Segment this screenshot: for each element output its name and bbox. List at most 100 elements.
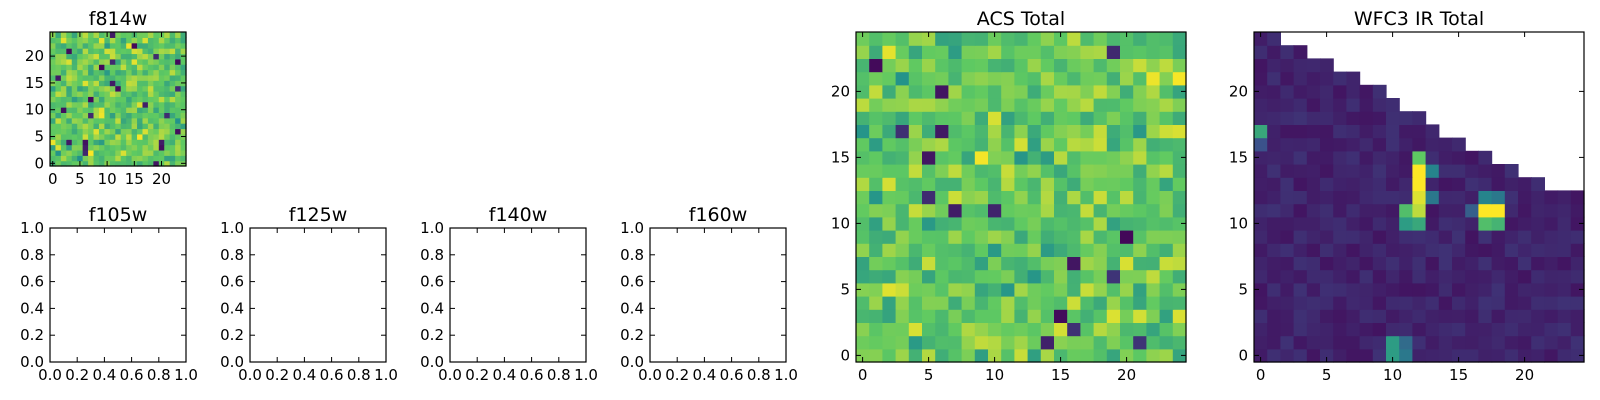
wfc3-ir-total-cell (1518, 256, 1532, 271)
f814w-cell (175, 42, 182, 49)
f814w-cell (137, 90, 144, 97)
f814w-cell (126, 117, 133, 124)
acs-total-cell (988, 71, 1002, 86)
wfc3-ir-total-cell (1359, 84, 1374, 99)
acs-total-cell (1080, 230, 1095, 244)
acs-total-cell (974, 348, 989, 363)
acs-total-cell (1120, 296, 1134, 310)
acs-total-cell (961, 32, 976, 46)
wfc3-ir-total-cell (1531, 203, 1545, 218)
f814w-cell (115, 64, 122, 71)
acs-total-cell (1106, 137, 1121, 152)
acs-total-cell (1172, 216, 1187, 231)
wfc3-ir-total-cell (1280, 216, 1295, 231)
f814w-cell (131, 123, 138, 130)
wfc3-ir-total-cell (1359, 216, 1374, 231)
acs-total-cell (1014, 84, 1029, 99)
wfc3-ir-total-cell (1518, 269, 1532, 284)
acs-total-cell (1040, 190, 1055, 205)
acs-total-cell (1040, 216, 1055, 231)
acs-total-cell (1133, 269, 1147, 284)
f814w-cell (88, 48, 95, 55)
wfc3-ir-total-cell (1518, 216, 1532, 231)
f814w-cell (126, 85, 133, 92)
f814w-cell (82, 123, 89, 130)
f814w-cell (164, 155, 171, 162)
acs-total-cell (1146, 243, 1161, 257)
wfc3-ir-total-cell (1267, 203, 1281, 218)
acs-total-cell (1133, 216, 1147, 231)
wfc3-ir-total-cell (1491, 269, 1506, 284)
f814w-cell (66, 101, 73, 108)
acs-total-cell (1120, 71, 1134, 86)
f814w-cell (88, 101, 95, 108)
wfc3-ir-total-cell (1504, 216, 1519, 231)
f814w-cell (77, 64, 84, 71)
acs-total-cell (988, 256, 1002, 271)
f814w-cell (88, 69, 95, 76)
wfc3-ir-total-cell (1293, 71, 1308, 86)
acs-total-cell (961, 111, 976, 125)
f814w-cell (98, 48, 105, 55)
wfc3-ir-total-cell (1491, 190, 1506, 205)
acs-total-cell (1054, 296, 1068, 310)
acs-total-cell (1093, 84, 1108, 99)
f814w-cell (120, 37, 127, 44)
acs-total-cell (1106, 269, 1121, 284)
acs-total-cell (1027, 45, 1042, 59)
f814w-cell (50, 42, 57, 49)
f160w-xtick-label: 0.8 (747, 366, 771, 384)
wfc3-ir-total-cell (1425, 243, 1440, 257)
f105w-ytick-label: 0.8 (20, 246, 44, 264)
f814w-cell (164, 42, 171, 49)
f814w-cell (126, 112, 133, 119)
wfc3-ir-total-cell (1491, 335, 1506, 350)
wfc3-ir-total-cell (1412, 190, 1427, 205)
f814w-cell (109, 85, 116, 92)
wfc3-ir-total-cell (1531, 243, 1545, 257)
f814w-cell (115, 101, 122, 108)
acs-total-cell (1067, 137, 1081, 152)
f814w-cell (153, 107, 160, 113)
f814w-xtick-label: 15 (125, 170, 144, 188)
acs-total-cell (1172, 309, 1187, 323)
wfc3-ir-total-cell (1531, 348, 1545, 363)
f814w-cell (104, 85, 111, 92)
f814w-cell (169, 149, 176, 156)
f814w-cell (104, 69, 111, 76)
acs-total-cell (1001, 243, 1015, 257)
f814w-cell (147, 53, 154, 60)
wfc3-ir-total-cell (1478, 164, 1493, 178)
wfc3-ir-total-cell (1386, 216, 1400, 231)
acs-total-cell (974, 164, 989, 178)
acs-total-cell (922, 58, 936, 73)
f814w-cell (77, 101, 84, 108)
wfc3-ir-total-cell (1518, 190, 1532, 205)
acs-total-cell (922, 230, 936, 244)
acs-total-cell (1093, 322, 1108, 337)
wfc3-ir-total-cell (1280, 98, 1295, 112)
acs-total-cell (1106, 335, 1121, 350)
acs-total-cell (1093, 58, 1108, 73)
acs-total-cell (1106, 98, 1121, 112)
wfc3-ir-total-cell (1293, 335, 1308, 350)
acs-total-cell (1133, 256, 1147, 271)
wfc3-ir-total-cell (1254, 348, 1268, 363)
f814w-cell (120, 133, 127, 140)
f814w-cell (71, 155, 78, 162)
acs-total-cell (895, 32, 910, 46)
acs-total-cell (882, 84, 897, 99)
wfc3-ir-total-cell (1267, 71, 1281, 86)
wfc3-ir-total-cell (1386, 282, 1400, 297)
wfc3-ir-total-cell (1386, 230, 1400, 244)
f814w-cell (180, 144, 187, 151)
f814w-cell (120, 32, 127, 38)
acs-total-cell (1067, 256, 1081, 271)
f814w-cell (175, 85, 182, 92)
f814w-cell (82, 58, 89, 65)
wfc3-ir-total-cell (1544, 230, 1559, 244)
acs-total-cell (1106, 282, 1121, 297)
f814w-cell (98, 53, 105, 60)
f814w-cell (142, 58, 149, 65)
wfc3-ir-total-cell (1465, 256, 1479, 271)
